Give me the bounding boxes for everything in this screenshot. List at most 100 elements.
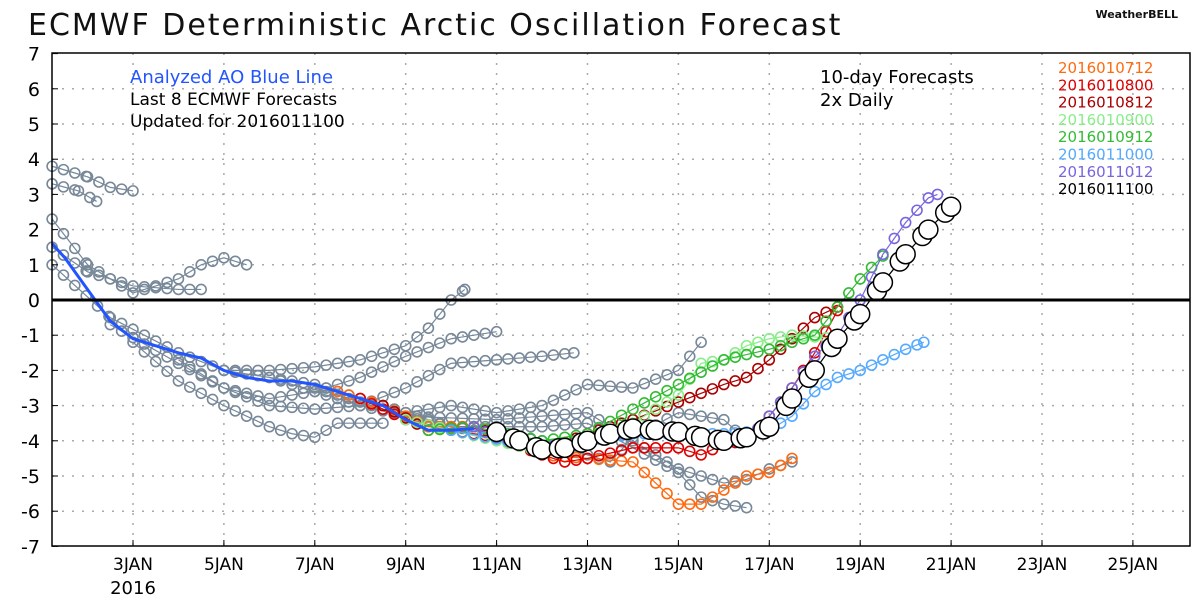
older-forecast	[46, 258, 471, 377]
older-forecast-point	[581, 378, 594, 391]
y-tick-label: 3	[28, 184, 40, 206]
forecast-2016010712-point	[593, 453, 605, 466]
forecast-2016010712-point	[661, 487, 673, 500]
forecast-2016011100-line	[496, 206, 952, 451]
older-forecast-point	[161, 365, 173, 378]
forecast-2016011000-point	[808, 385, 821, 398]
forecast-2016010912-point	[763, 343, 776, 356]
forecast-2016011000-point	[877, 354, 889, 366]
older-forecast-point	[388, 355, 401, 368]
older-forecast-point	[672, 466, 685, 479]
older-forecast-point	[513, 412, 526, 424]
older-forecast-point	[161, 282, 173, 295]
forecast-2016011100-point	[577, 430, 598, 452]
older-forecast-point	[695, 470, 707, 482]
older-forecasts	[46, 160, 798, 514]
older-forecast-line	[51, 183, 97, 202]
older-forecast	[46, 160, 139, 197]
forecast-2016010912-point	[854, 273, 867, 285]
forecast-2016010800-point	[649, 442, 662, 454]
older-forecast-point	[115, 280, 128, 292]
older-forecast-point	[456, 356, 469, 369]
older-forecast-point	[388, 386, 401, 399]
x-tick-label: 17JAN	[744, 555, 795, 575]
older-forecast-point	[479, 354, 492, 367]
older-forecast-point	[638, 377, 651, 390]
older-forecast-point	[81, 171, 94, 183]
forecast-2016010912-point	[740, 348, 753, 361]
older-forecast-point	[229, 384, 242, 397]
older-forecast-point	[240, 258, 253, 271]
forecast-2016010712-point	[627, 456, 639, 468]
older-forecast-point	[69, 279, 81, 292]
older-forecast-point	[399, 350, 412, 363]
older-forecast-point	[445, 357, 457, 370]
forecast-2016010800-point	[661, 442, 673, 454]
y-tick-label: -6	[21, 501, 40, 523]
older-forecast-point	[695, 336, 707, 349]
older-forecast-point	[490, 325, 503, 338]
older-forecast-point	[93, 266, 105, 278]
forecast-2016010800-point	[581, 452, 594, 465]
older-forecast-point	[365, 350, 378, 363]
forecast-2016010912-point	[649, 390, 662, 403]
x-tick-label: 21JAN	[926, 555, 977, 575]
older-forecast-point	[206, 375, 219, 387]
older-forecast-point	[195, 387, 207, 400]
y-tick-label: -5	[21, 466, 40, 488]
forecast-2016010812-point	[786, 332, 798, 345]
older-forecast-point	[195, 368, 207, 380]
forecast-2016010812-point	[774, 343, 787, 356]
x-tick-label: 9JAN	[386, 555, 426, 575]
older-forecast-point	[502, 353, 514, 365]
older-forecast-point	[172, 354, 185, 366]
older-forecast-point	[411, 331, 423, 343]
older-forecast-point	[104, 181, 117, 194]
older-forecast-point	[718, 498, 730, 510]
forecast-2016011100-point	[668, 421, 689, 443]
older-forecast-point	[93, 176, 105, 188]
older-forecast-point	[252, 415, 264, 428]
older-forecast-point	[81, 266, 94, 278]
forecast-2016010812-point	[388, 405, 401, 418]
older-forecast-point	[604, 380, 617, 393]
forecast-2016010812-point	[706, 383, 719, 395]
legend: 2016010712201601080020160108122016010900…	[1058, 59, 1153, 198]
older-forecast-point	[308, 403, 321, 415]
x-tick-label: 23JAN	[1017, 555, 1068, 575]
older-forecast-point	[479, 405, 492, 417]
older-forecast-point	[354, 399, 367, 412]
older-forecast-line	[178, 331, 497, 400]
older-forecast-point	[547, 420, 560, 432]
forecast-2016010800-point	[695, 449, 707, 461]
older-forecast-point	[184, 266, 196, 278]
older-forecast-point	[649, 454, 662, 466]
forecast-2016010912-point	[752, 346, 764, 358]
legend-entry: 2016011100	[1058, 180, 1153, 198]
forecast-2016010912-point	[820, 315, 832, 327]
forecast-2016010912-point	[638, 397, 651, 409]
annotation-daily: 2x Daily	[820, 90, 894, 111]
older-forecast-point	[718, 413, 730, 426]
x-tick-label: 3JAN	[113, 555, 153, 575]
forecast-2016010900-point	[740, 339, 753, 352]
older-forecast-point	[331, 401, 344, 414]
forecast-2016011100-point	[781, 388, 803, 409]
annotation-updated: Updated for 2016011100	[130, 112, 345, 132]
older-forecast-point	[568, 346, 580, 359]
older-forecast-point	[513, 352, 526, 364]
forecast-2016010812-point	[740, 371, 753, 384]
brand-logo: WeatherBELL	[1095, 8, 1178, 21]
older-forecast-point	[206, 255, 219, 268]
forecast-2016010712-point	[729, 477, 742, 489]
older-forecast-point	[115, 325, 128, 337]
forecast-2016011100-point	[849, 303, 871, 325]
older-forecast-point	[740, 501, 753, 514]
forecast-2016010800-point	[627, 442, 639, 454]
older-forecast-point	[411, 346, 423, 358]
older-forecast	[172, 325, 503, 405]
older-forecast-point	[490, 406, 503, 419]
year-label: 2016	[110, 578, 156, 599]
forecast-2016010912-point	[706, 360, 719, 372]
older-forecast-point	[433, 337, 446, 349]
